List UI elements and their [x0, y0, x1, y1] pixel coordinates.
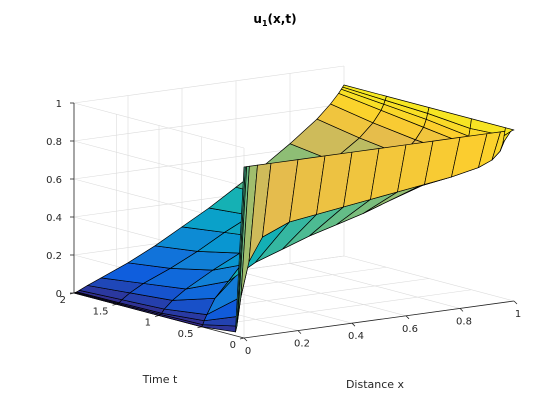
- x-tick-mark: [351, 322, 356, 327]
- surface-face: [503, 127, 515, 136]
- title-suffix: (x,t): [268, 12, 297, 26]
- grid-line-back-z: [73, 103, 345, 142]
- x-tick-label: 0.2: [294, 339, 310, 350]
- title-main: u: [253, 12, 262, 26]
- z-tick-label: 0.6: [46, 175, 62, 186]
- x-tick-label: 0.6: [402, 324, 418, 335]
- y-tick-label: 0.5: [178, 329, 194, 340]
- y-tick-label: 2: [60, 295, 66, 306]
- y-tick-label: 1.5: [93, 306, 109, 317]
- x-tick-mark: [459, 308, 464, 312]
- y-tick-mark: [239, 337, 245, 340]
- x-tick-label: 0: [245, 346, 251, 357]
- x-tick-mark: [297, 330, 302, 334]
- x-tick-label: 1: [515, 309, 521, 320]
- grid-line-side-z: [73, 102, 245, 149]
- z-tick-label: 0: [56, 289, 62, 300]
- x-tick-label: 0.8: [456, 316, 472, 327]
- z-tick-label: 0.8: [46, 137, 62, 148]
- y-axis-label: Time t: [142, 373, 178, 386]
- x-tick-label: 0.4: [348, 331, 364, 342]
- z-tick-label: 1: [56, 99, 62, 110]
- x-axis-label: Distance x: [346, 378, 405, 391]
- grid-line-side-z: [73, 140, 245, 187]
- grid-line-back-z: [73, 65, 345, 104]
- z-tick-label: 0.2: [46, 251, 62, 262]
- grid-line-floor-t: [201, 289, 472, 328]
- chart-title: u1(x,t): [253, 12, 296, 28]
- x-tick-mark: [405, 315, 410, 320]
- z-tick-label: 0.4: [46, 213, 62, 224]
- title-subscript: 1: [262, 19, 268, 28]
- x-tick-mark: [243, 337, 248, 342]
- y-tick-label: 0: [230, 340, 236, 351]
- surface-mesh: [73, 84, 515, 333]
- x-axis-line: [243, 300, 515, 339]
- x-tick-mark: [513, 300, 518, 305]
- y-tick-label: 1: [145, 318, 151, 329]
